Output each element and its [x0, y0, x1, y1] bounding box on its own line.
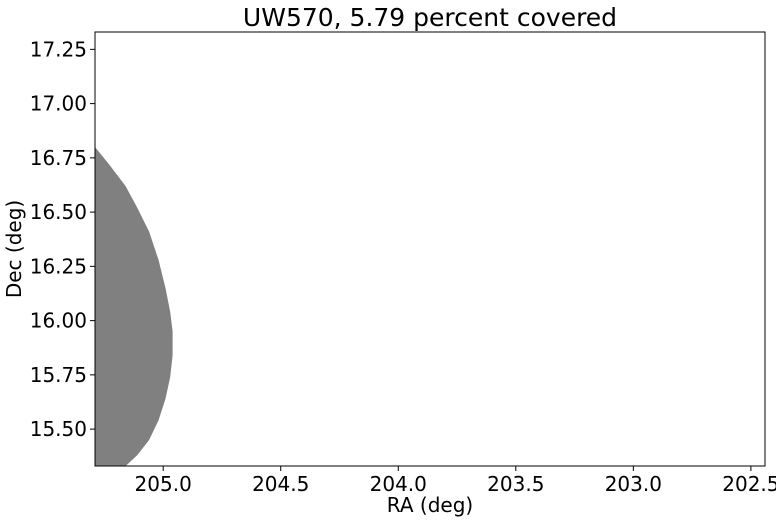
y-axis: 15.50 15.75 16.00 16.25 16.50 16.75 17.00 17.25	[30, 37, 95, 441]
x-tick-label: 203.5	[487, 472, 544, 496]
y-tick-label: 16.75	[30, 146, 87, 170]
coverage-region-0	[95, 147, 173, 466]
y-tick-label: 17.25	[30, 37, 87, 61]
chart-title: UW570, 5.79 percent covered	[243, 3, 617, 32]
y-tick-label: 16.25	[30, 254, 87, 278]
y-tick-label: 15.75	[30, 363, 87, 387]
y-tick-label: 16.00	[30, 309, 87, 333]
plot-area	[95, 147, 173, 466]
x-axis-label: RA (deg)	[387, 493, 473, 517]
x-tick-label: 203.0	[605, 472, 662, 496]
x-tick-label: 204.5	[252, 472, 309, 496]
x-tick-label: 204.0	[370, 472, 427, 496]
x-axis: 205.0 204.5 204.0 203.5 203.0 202.5	[135, 466, 776, 496]
y-tick-label: 15.50	[30, 417, 87, 441]
axes-frame	[94, 31, 766, 467]
y-tick-label: 17.00	[30, 92, 87, 116]
x-tick-label: 205.0	[135, 472, 192, 496]
y-tick-label: 16.50	[30, 200, 87, 224]
y-axis-label: Dec (deg)	[2, 200, 26, 298]
x-tick-label: 202.5	[722, 472, 776, 496]
